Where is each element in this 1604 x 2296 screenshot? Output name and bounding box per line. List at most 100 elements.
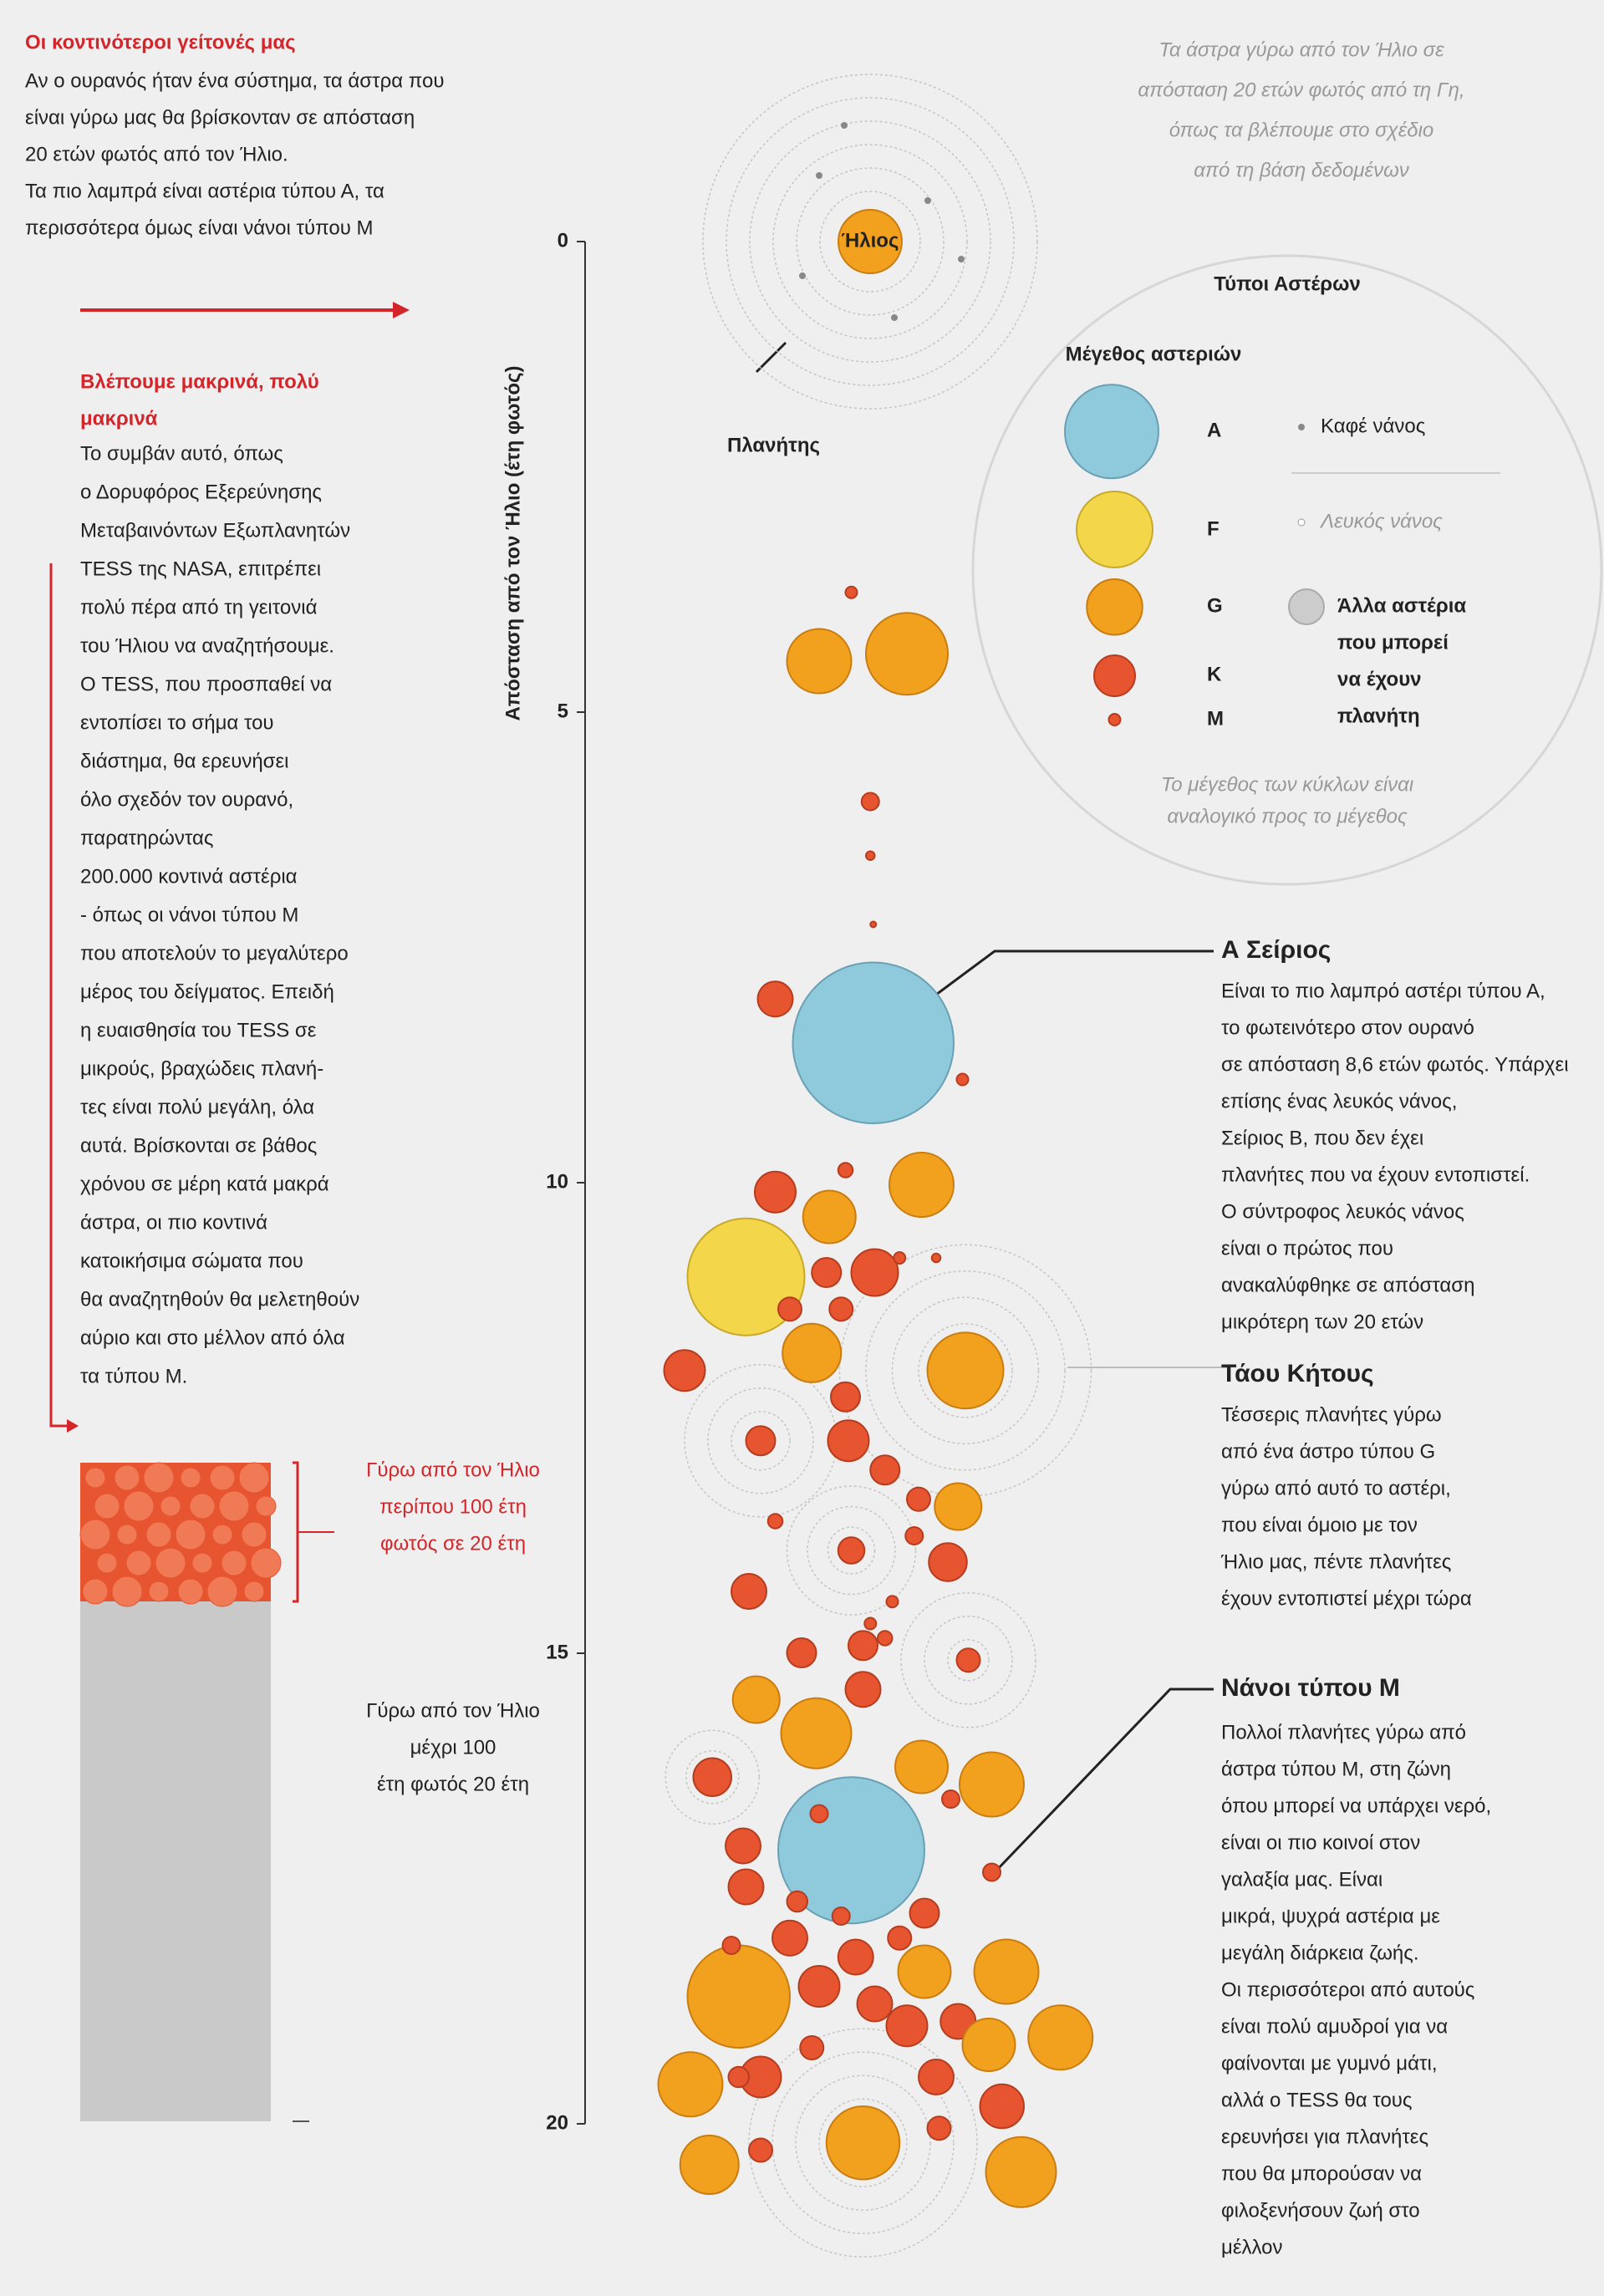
note-line: Οι περισσότεροι από αυτούς [1221, 1978, 1474, 2001]
story-line: τα τύπου Μ. [80, 1365, 187, 1387]
block-star [160, 1495, 181, 1517]
block-star [221, 1550, 247, 1576]
block-star [116, 1524, 138, 1545]
block-star [125, 1550, 152, 1576]
story-line: χρόνου σε μέρη κατά μακρά [80, 1173, 329, 1195]
star [825, 2105, 901, 2181]
block-star [191, 1552, 213, 1574]
red-arrow-head [393, 302, 410, 318]
note-line: φαίνονται με γυμνό μάτι, [1221, 2052, 1437, 2075]
planet [816, 172, 822, 179]
block-star [211, 1524, 233, 1545]
legend-other [1288, 588, 1325, 625]
legend-note: Το μέγεθος των κύκλων είναι [1161, 773, 1413, 796]
star [1064, 384, 1159, 480]
star [906, 1486, 931, 1512]
star [766, 1513, 784, 1530]
star [850, 1248, 899, 1297]
story-line: Το συμβάν αυτό, όπως [80, 442, 283, 465]
orbit [726, 97, 1015, 386]
star [721, 1936, 741, 1955]
star [731, 1573, 767, 1610]
orbit [771, 2051, 955, 2234]
block-star [209, 1464, 236, 1491]
texts: Οι κοντινότεροι γείτονές μας Αν ο ουρανός… [25, 31, 1569, 2258]
star [1086, 578, 1143, 636]
star [918, 2059, 955, 2095]
note-line: σε απόσταση 8,6 ετών φωτός. Υπάρχει [1221, 1053, 1569, 1076]
note-line: μέλλον [1221, 2236, 1283, 2258]
star [897, 1944, 952, 1999]
star [844, 585, 858, 599]
story-line: θα αναζητηθούν θα μελετηθούν [80, 1288, 359, 1311]
star [885, 1595, 899, 1609]
story-pointer-head [67, 1419, 79, 1433]
story-line: Ο TESS, που προσπαθεί να [80, 673, 332, 695]
connector [993, 1688, 1214, 1874]
stars [79, 74, 1325, 2258]
story-line: αυτά. Βρίσκονται σε βάθος [80, 1134, 317, 1157]
orbit [924, 1616, 1013, 1705]
star [748, 2137, 773, 2163]
block-star [148, 1581, 170, 1602]
star [754, 1170, 797, 1214]
sun [838, 209, 903, 274]
legend-white: Λευκός νάνος [1319, 510, 1443, 532]
star [727, 2065, 750, 2089]
star [837, 1162, 854, 1179]
story-title: μακρινά [80, 407, 158, 430]
orbit [748, 2028, 978, 2258]
star [985, 2136, 1057, 2208]
sun-label: Ήλιος [842, 229, 899, 252]
star [837, 1938, 874, 1976]
star [797, 1965, 841, 2008]
orbit [827, 1526, 876, 1575]
story-line: τες είναι πολύ μεγάλη, όλα [80, 1096, 314, 1118]
block-star [145, 1521, 172, 1548]
story-line: που αποτελούν το μεγαλύτερο [80, 942, 349, 965]
top-note: από τη βάση δεδομένων [1194, 159, 1409, 181]
star [973, 1938, 1040, 2005]
note-line: Σείριος Β, που δεν έχει [1221, 1127, 1423, 1149]
star [831, 1907, 851, 1926]
legend-other-label: να έχουν [1337, 668, 1422, 690]
block-star [114, 1464, 140, 1491]
star [725, 1827, 761, 1865]
star [827, 1419, 870, 1463]
note-line: Ο σύντροφος λευκός νάνος [1221, 1200, 1464, 1223]
block-star [177, 1578, 204, 1605]
orbit [807, 1505, 896, 1596]
orbit [796, 167, 945, 316]
legend-white-dot [1297, 518, 1306, 527]
legend-note: αναλογικό προς το μέγεθος [1167, 805, 1408, 827]
intro-line: Τα πιο λαμπρά είναι αστέρια τύπου Α, τα [25, 180, 384, 202]
star [771, 1919, 808, 1957]
planet [841, 122, 848, 129]
intro-line: περισσότερα όμως είναι νάνοι τύπου Μ [25, 216, 373, 239]
star [909, 1897, 940, 1929]
star [799, 2035, 825, 2060]
axis-tick-label: 15 [546, 1641, 568, 1663]
note-line: που είναι όμοιο με τον [1221, 1514, 1418, 1536]
star [934, 1482, 983, 1531]
note-line: μικρά, ψυχρά αστέρια με [1221, 1905, 1440, 1927]
story-line: εντοπίσει το σήμα του [80, 711, 274, 734]
star [926, 1331, 1005, 1410]
star [865, 612, 949, 696]
planet-pointer [755, 341, 787, 374]
story-line: - όπως οι νάνοι τύπου Μ [80, 904, 298, 926]
intro-title: Οι κοντινότεροι γείτονές μας [25, 31, 296, 53]
note-line: επίσης ένας λευκός νάνος, [1221, 1090, 1457, 1112]
axis-label: Απόσταση από τον Ήλιο (έτη φωτός) [502, 365, 524, 720]
planet [799, 272, 806, 279]
star [955, 1647, 981, 1673]
bar-gray-label: μέχρι 100 [410, 1736, 496, 1759]
orbit [865, 1270, 1066, 1471]
star [869, 920, 878, 929]
note-line: που θα μπορούσαν να [1221, 2162, 1422, 2185]
star [959, 1751, 1025, 1818]
note-line: φιλοξενήσουν ζωή στο [1221, 2199, 1420, 2222]
star [782, 1322, 843, 1383]
star [811, 1257, 843, 1288]
planet [891, 314, 898, 321]
